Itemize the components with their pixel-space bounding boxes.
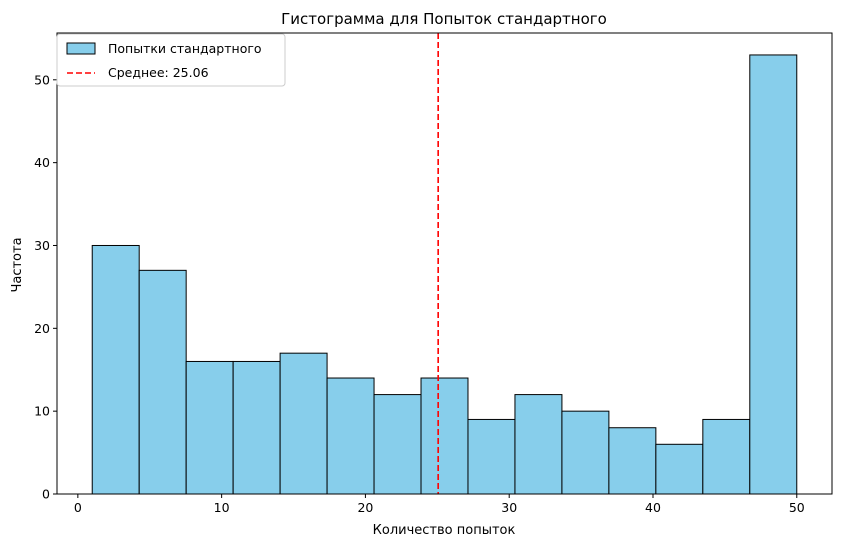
bars (91, 54, 798, 495)
histogram-bar (467, 418, 516, 495)
x-tick-label: 10 (214, 500, 230, 515)
histogram-bar (749, 54, 798, 495)
y-tick-label: 30 (34, 238, 50, 253)
histogram-bar (279, 352, 328, 495)
y-tick-label: 40 (34, 155, 50, 170)
y-axis: 0 10 20 30 40 50 (34, 72, 57, 502)
x-tick-label: 0 (74, 500, 82, 515)
histogram-bar (326, 377, 375, 495)
histogram-bar (608, 427, 657, 495)
histogram-bar (138, 269, 187, 495)
y-axis-label: Частота (10, 237, 25, 292)
y-tick-label: 10 (34, 404, 50, 419)
x-tick-label: 30 (501, 500, 517, 515)
histogram-bar (373, 394, 422, 495)
legend-label-mean: Среднее: 25.06 (108, 65, 209, 80)
histogram-bar (514, 394, 563, 495)
histogram-bar (91, 244, 140, 495)
x-axis-label: Количество попыток (373, 523, 516, 538)
x-tick-label: 40 (645, 500, 661, 515)
y-tick-label: 20 (34, 321, 50, 336)
y-tick-label: 0 (42, 487, 50, 502)
chart-title: Гистограмма для Попыток стандартного (281, 10, 607, 28)
histogram-bar (561, 410, 610, 495)
y-tick-label: 50 (34, 72, 50, 87)
histogram-bar (420, 377, 469, 495)
x-tick-label: 20 (357, 500, 373, 515)
legend-swatch-series (66, 42, 96, 55)
histogram-bar (185, 360, 234, 495)
histogram-bar (232, 360, 281, 495)
x-axis: 0 10 20 30 40 50 (74, 494, 805, 515)
legend-frame (56, 33, 286, 87)
legend: Попытки стандартного Среднее: 25.06 (56, 33, 286, 87)
histogram-bar (702, 418, 751, 495)
legend-label-series: Попытки стандартного (108, 41, 262, 56)
plot-frame (56, 32, 833, 495)
histogram-bar (655, 443, 704, 495)
x-tick-label: 50 (789, 500, 805, 515)
